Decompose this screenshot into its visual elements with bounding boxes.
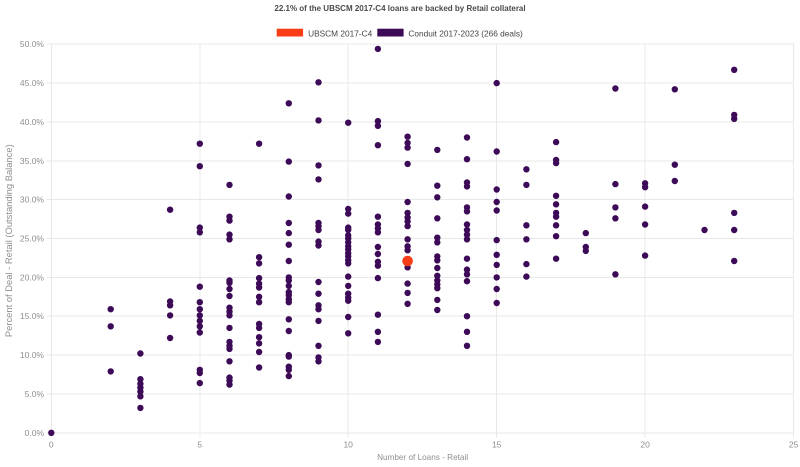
svg-text:22.1% of the UBSCM 2017-C4 loa: 22.1% of the UBSCM 2017-C4 loans are bac… (274, 4, 525, 13)
svg-text:35.0%: 35.0% (20, 156, 45, 166)
svg-text:UBSCM 2017-C4: UBSCM 2017-C4 (308, 28, 372, 38)
svg-text:40.0%: 40.0% (20, 117, 45, 127)
svg-text:25: 25 (789, 440, 799, 450)
svg-text:20: 20 (640, 440, 650, 450)
svg-text:45.0%: 45.0% (20, 78, 45, 88)
svg-text:5.0%: 5.0% (25, 389, 45, 399)
svg-text:15: 15 (492, 440, 502, 450)
svg-text:Percent of Deal - Retail (Outs: Percent of Deal - Retail (Outstanding Ba… (3, 144, 14, 337)
svg-text:25.0%: 25.0% (20, 234, 45, 244)
svg-text:0.0%: 0.0% (25, 428, 45, 438)
svg-text:50.0%: 50.0% (20, 39, 45, 49)
svg-text:Number of Loans - Retail: Number of Loans - Retail (377, 453, 468, 462)
svg-text:0: 0 (49, 440, 54, 450)
svg-text:10.0%: 10.0% (20, 350, 45, 360)
svg-text:5: 5 (197, 440, 202, 450)
svg-text:15.0%: 15.0% (20, 311, 45, 321)
svg-text:10: 10 (343, 440, 353, 450)
svg-text:Conduit 2017-2023 (266 deals): Conduit 2017-2023 (266 deals) (408, 28, 523, 38)
svg-text:30.0%: 30.0% (20, 195, 45, 205)
svg-text:20.0%: 20.0% (20, 272, 45, 282)
